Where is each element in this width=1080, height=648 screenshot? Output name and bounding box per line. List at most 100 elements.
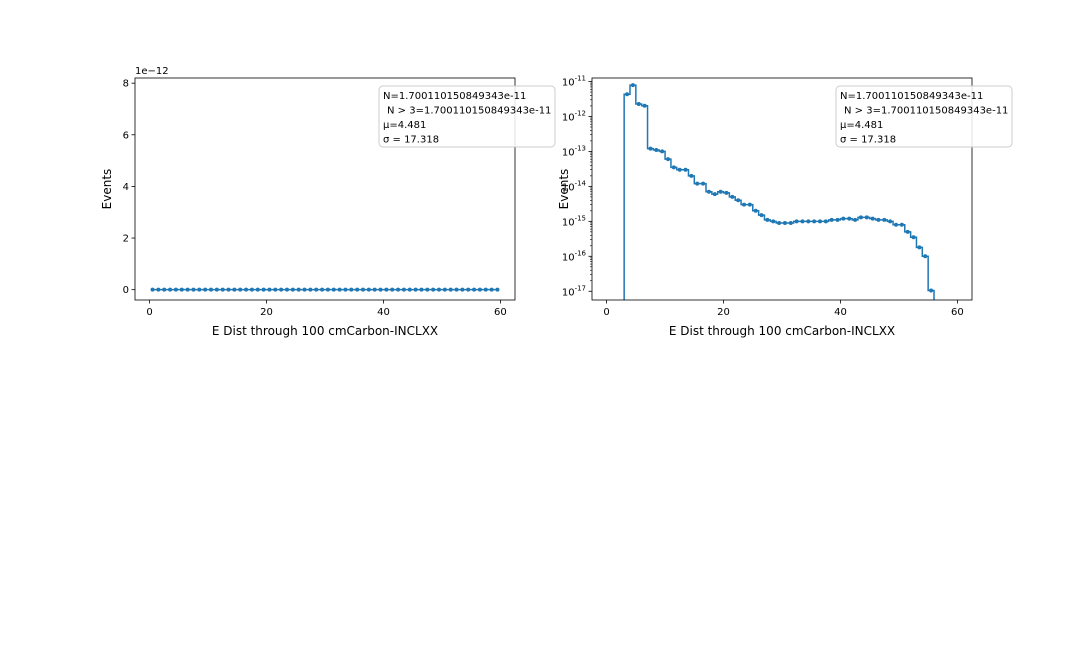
data-point	[829, 217, 834, 222]
data-point	[642, 103, 647, 108]
data-point	[477, 287, 482, 292]
data-point	[308, 287, 313, 292]
data-point	[372, 287, 377, 292]
y-tick-base: 10	[562, 287, 575, 298]
data-point	[759, 213, 764, 218]
data-point	[917, 245, 922, 250]
data-point	[753, 208, 758, 213]
data-point	[654, 147, 659, 152]
data-point	[835, 217, 840, 222]
data-point	[800, 219, 805, 224]
axes-frame	[134, 77, 516, 301]
y-tick-exponent: -17	[575, 284, 586, 292]
data-point	[706, 189, 711, 194]
data-point	[407, 287, 412, 292]
data-point	[847, 216, 852, 221]
y-tick-label: 10-11	[562, 74, 586, 88]
data-point	[466, 287, 471, 292]
y-tick-exponent: -13	[575, 144, 586, 152]
data-point	[197, 287, 202, 292]
data-point	[882, 217, 887, 222]
y-tick-label: 10-14	[562, 179, 587, 193]
data-point	[419, 287, 424, 292]
data-point	[337, 287, 342, 292]
plot-area	[623, 83, 935, 300]
x-tick-label: 0	[603, 307, 609, 318]
data-point	[630, 83, 635, 88]
data-point	[472, 287, 477, 292]
plot-area	[150, 287, 500, 292]
stats-line: σ = 17.318	[840, 135, 896, 146]
y-tick-label: 4	[123, 182, 129, 193]
data-point	[290, 287, 295, 292]
data-point	[858, 215, 863, 220]
data-point	[162, 287, 167, 292]
y-tick-label: 10-13	[562, 144, 586, 158]
data-point	[701, 181, 706, 186]
data-point	[864, 215, 869, 220]
data-point	[818, 219, 822, 224]
data-point	[483, 287, 488, 292]
stats-line: N=1.700110150849343e-11	[840, 91, 983, 102]
data-point	[448, 287, 453, 292]
stats-line: N > 3=1.700110150849343e-11	[844, 106, 1008, 117]
stats-legend-box	[378, 85, 556, 148]
data-point	[870, 216, 875, 221]
data-point	[390, 287, 395, 292]
data-point	[923, 254, 928, 259]
data-point	[214, 287, 219, 292]
data-point	[806, 219, 811, 224]
y-tick-base: 10	[562, 182, 575, 193]
data-point	[736, 198, 741, 203]
data-point	[911, 235, 916, 240]
data-point	[724, 190, 729, 195]
data-point	[244, 287, 249, 292]
x-axis-label: E Dist through 100 cmCarbon-INCLXX	[212, 324, 438, 338]
data-point	[355, 287, 360, 292]
data-point	[179, 287, 184, 292]
y-tick-base: 10	[562, 112, 575, 123]
data-point	[454, 287, 459, 292]
stats-line: μ=4.481	[840, 120, 883, 131]
data-point	[156, 287, 161, 292]
data-point	[636, 101, 641, 106]
y-tick-exponent: -12	[575, 109, 586, 117]
x-axis-label: E Dist through 100 cmCarbon-INCLXX	[669, 324, 895, 338]
data-point	[888, 219, 893, 224]
data-point	[343, 287, 348, 292]
stats-line: N > 3=1.700110150849343e-11	[387, 106, 551, 117]
data-point	[401, 287, 406, 292]
axes-frame	[591, 77, 973, 301]
x-tick-label: 20	[260, 307, 273, 318]
y-tick-label: 10-12	[562, 109, 586, 123]
y-tick-base: 10	[562, 217, 575, 228]
data-point	[226, 287, 231, 292]
data-point	[771, 219, 776, 224]
y-tick-base: 10	[562, 147, 575, 158]
y-tick-exponent: -16	[575, 249, 587, 257]
x-tick-label: 60	[494, 307, 507, 318]
data-point	[296, 287, 301, 292]
data-point	[232, 287, 237, 292]
y-tick-exponent: -15	[575, 214, 586, 222]
y-tick-label: 10-17	[562, 284, 586, 298]
data-point	[261, 287, 266, 292]
data-point	[823, 219, 828, 224]
data-point	[285, 287, 289, 292]
stats-line: N=1.700110150849343e-11	[383, 91, 526, 102]
data-point	[279, 287, 284, 292]
data-point	[396, 287, 401, 292]
data-point	[431, 287, 436, 292]
data-point	[625, 92, 630, 97]
y-tick-label: 2	[123, 234, 129, 245]
y-offset-text: 1e−12	[135, 66, 169, 77]
data-point	[853, 217, 858, 222]
data-point	[648, 146, 653, 151]
data-point	[378, 287, 383, 292]
data-point	[150, 287, 155, 292]
data-point	[489, 287, 494, 292]
data-point	[899, 222, 904, 227]
y-tick-label: 0	[123, 285, 129, 296]
data-point	[660, 149, 665, 154]
